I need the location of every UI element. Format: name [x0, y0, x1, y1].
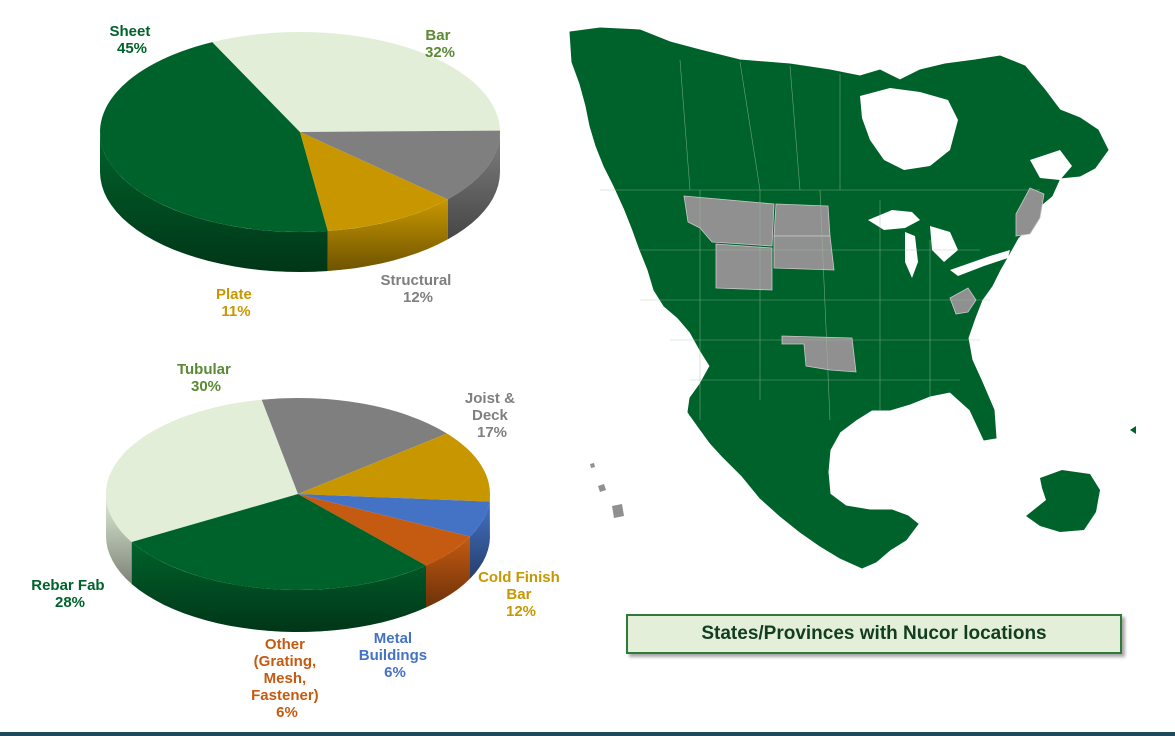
slice-joist-deck	[261, 397, 447, 494]
map-state-montana	[683, 195, 775, 247]
map-borders	[600, 59, 1040, 421]
slice-other	[298, 494, 470, 566]
slice-side-shade-rebar-fab	[131, 542, 426, 632]
map-hawaii	[590, 463, 624, 518]
map-lake-michigan	[905, 232, 918, 278]
north-america-map	[569, 27, 1136, 569]
map-lake-huron	[930, 226, 958, 262]
map-state-west-virginia	[949, 287, 977, 315]
map-gulf-of-california	[690, 416, 730, 472]
slice-label-metal-buildings: Metal Buildings 6%	[359, 630, 432, 681]
map-lake-erie-ontario	[950, 250, 1010, 276]
map-state-new-england	[1015, 187, 1045, 237]
slice-rebar-fab	[131, 494, 426, 590]
slice-plate	[300, 132, 448, 231]
slice-label-plate: Plate 11%	[216, 286, 256, 320]
slice-side-shade-tubular	[106, 494, 132, 584]
product-mix-pie-chart-1	[100, 31, 501, 272]
slice-side-shade-other	[426, 536, 470, 608]
slice-cold-finish-bar	[298, 433, 490, 502]
slice-side-shade-plate	[327, 199, 448, 271]
slice-side-shade-metal-buildings	[470, 501, 490, 579]
map-lake-superior	[868, 210, 920, 230]
bottom-divider	[0, 732, 1175, 736]
slice-bar	[212, 31, 501, 133]
slice-label-other: Other (Grating, Mesh, Fastener) 6%	[251, 636, 323, 721]
map-state-oklahoma	[781, 335, 857, 373]
slice-label-tubular: Tubular 30%	[177, 361, 235, 395]
map-island-caribbean	[1026, 470, 1100, 532]
slice-tubular	[105, 399, 298, 542]
slice-label-sheet: Sheet 45%	[109, 23, 154, 57]
slice-label-structural: Structural 12%	[380, 272, 455, 306]
slice-metal-buildings	[298, 494, 490, 537]
slice-label-cold-finish-bar: Cold Finish Bar 12%	[478, 569, 564, 620]
slice-label-bar: Bar 32%	[425, 27, 455, 61]
slice-structural	[300, 130, 501, 200]
product-mix-pie-chart-2	[105, 397, 490, 632]
slice-sheet	[100, 42, 328, 232]
slice-label-joist-deck: Joist & Deck 17%	[465, 390, 519, 441]
map-state-wyoming	[715, 243, 773, 291]
slice-side-shade-sheet	[100, 132, 328, 272]
map-hudson-bay	[860, 88, 958, 170]
map-state-south-dakota	[773, 235, 835, 271]
slice-side-shade-structural	[447, 132, 500, 240]
slice-side-shade-cold-finish-bar	[489, 494, 490, 544]
map-gulf-of-st-lawrence	[1030, 150, 1072, 180]
map-caption: States/Provinces with Nucor locations	[626, 614, 1122, 654]
slice-label-rebar-fab: Rebar Fab 28%	[31, 577, 109, 611]
map-arctic-island	[1130, 426, 1136, 434]
map-landmass	[569, 27, 1109, 569]
